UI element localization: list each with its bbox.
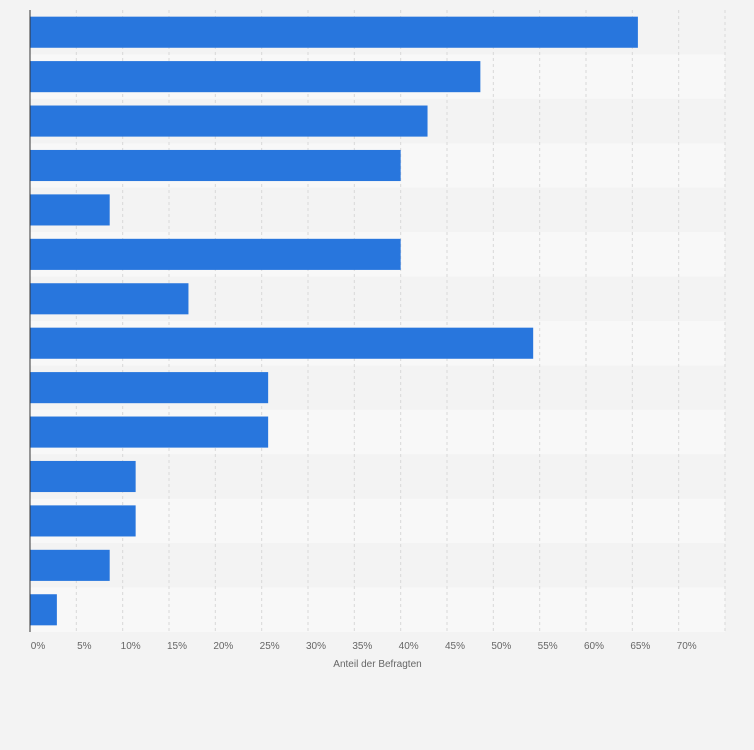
x-tick-label: 25% <box>260 641 280 652</box>
row-band <box>30 498 725 544</box>
row-bands <box>30 10 725 632</box>
x-tick-label: 10% <box>121 641 141 652</box>
bar[interactable] <box>30 416 269 448</box>
x-tick-label: 50% <box>491 641 511 652</box>
bar[interactable] <box>30 194 110 226</box>
x-axis-ticks: 0% 5% 10% 15% 20% 25% 30% 35% 40% 45% 50% 55% 60% 65%… <box>31 641 697 652</box>
x-tick-label: 55% <box>538 641 558 652</box>
x-axis-title: Anteil der Befragten <box>333 659 421 670</box>
x-tick-label: 65% <box>630 641 650 652</box>
row-band <box>30 454 725 499</box>
bar[interactable] <box>30 61 481 93</box>
bar[interactable] <box>30 149 401 182</box>
bar[interactable] <box>30 594 57 626</box>
x-tick-label: 35% <box>352 641 372 652</box>
x-tick-label: 15% <box>167 641 187 652</box>
bar[interactable] <box>30 105 428 137</box>
x-tick-label: 0% <box>31 641 46 652</box>
bar[interactable] <box>30 549 110 581</box>
row-band <box>30 587 725 632</box>
x-tick-label: 5% <box>77 641 92 652</box>
bar[interactable] <box>30 238 401 270</box>
bar[interactable] <box>30 505 136 537</box>
bar[interactable] <box>30 327 534 359</box>
x-tick-label: 45% <box>445 641 465 652</box>
bar[interactable] <box>30 372 269 404</box>
row-band <box>30 543 725 588</box>
x-tick-label: 30% <box>306 641 326 652</box>
bar[interactable] <box>30 16 638 48</box>
bars <box>30 16 638 626</box>
bar[interactable] <box>30 283 189 315</box>
x-tick-label: 60% <box>584 641 604 652</box>
x-tick-label: 20% <box>213 641 233 652</box>
x-tick-label: 40% <box>399 641 419 652</box>
row-band <box>30 187 725 233</box>
x-tick-label: 70% <box>677 641 697 652</box>
bar[interactable] <box>30 460 136 493</box>
